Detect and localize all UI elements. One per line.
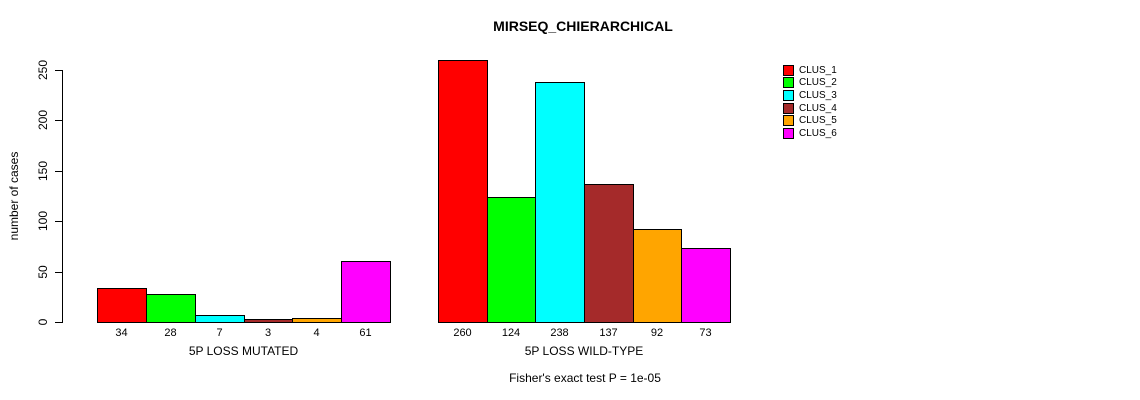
bar-value-label: 3 — [264, 327, 272, 339]
bar-clus_2-group1 — [146, 293, 196, 323]
bar-value-label: 28 — [164, 327, 177, 339]
bar-clus_3-group1 — [195, 314, 245, 323]
y-tick — [55, 322, 62, 323]
y-tick-label: 250 — [36, 59, 50, 81]
y-axis-label: number of cases — [7, 151, 21, 241]
bar-clus_3-group2 — [535, 82, 585, 323]
legend-swatch — [783, 64, 794, 76]
y-tick-label: 0 — [36, 318, 50, 326]
bar-value-label: 137 — [599, 327, 618, 339]
bar-value-label: 260 — [453, 327, 472, 339]
legend-item-clus_6: CLUS_6 — [783, 127, 837, 140]
legend-label: CLUS_2 — [799, 77, 837, 89]
legend-swatch — [783, 77, 794, 89]
legend-item-clus_5: CLUS_5 — [783, 114, 837, 127]
fisher-test-annotation: Fisher's exact test P = 1e-05 — [509, 371, 661, 385]
bar-value-label: 34 — [115, 327, 128, 339]
bar-value-label: 92 — [650, 327, 664, 339]
x-category-label: 5P LOSS WILD-TYPE — [524, 344, 644, 358]
bar-value-label: 4 — [313, 327, 320, 339]
legend-item-clus_4: CLUS_4 — [783, 102, 837, 115]
bar-value-label: 7 — [216, 327, 223, 339]
y-tick-label: 100 — [36, 211, 50, 232]
y-tick-label: 150 — [36, 160, 50, 181]
bar-value-label: 238 — [550, 327, 569, 339]
bar-clus_5-group1 — [292, 317, 342, 323]
legend-swatch — [783, 127, 794, 139]
bar-clus_4-group1 — [244, 318, 293, 323]
bar-clus_4-group2 — [584, 183, 634, 323]
bar-clus_1-group1 — [97, 287, 147, 323]
legend: CLUS_1 CLUS_2 CLUS_3 CLUS_4 CLUS_5 CLUS_6 — [783, 64, 837, 140]
legend-swatch — [783, 115, 794, 127]
bar-clus_1-group2 — [438, 59, 488, 323]
x-category-label: 5P LOSS MUTATED — [188, 344, 299, 358]
bar-clus_2-group2 — [487, 197, 536, 323]
legend-swatch — [783, 102, 794, 114]
y-axis-line — [62, 70, 63, 323]
legend-swatch — [783, 89, 794, 101]
legend-item-clus_1: CLUS_1 — [783, 64, 837, 77]
y-tick — [55, 170, 62, 172]
chart-title: MIRSEQ_CHIERARCHICAL — [493, 18, 673, 34]
y-tick-label: 200 — [36, 110, 50, 131]
y-tick — [55, 70, 62, 71]
bar-value-label: 61 — [359, 327, 372, 339]
legend-label: CLUS_1 — [799, 64, 837, 76]
legend-item-clus_2: CLUS_2 — [783, 77, 837, 90]
legend-item-clus_3: CLUS_3 — [783, 89, 837, 102]
legend-label: CLUS_3 — [799, 89, 837, 101]
bar-value-label: 73 — [699, 327, 712, 339]
y-tick — [55, 120, 62, 122]
bar-clus_6-group2 — [681, 248, 731, 323]
legend-label: CLUS_6 — [799, 127, 837, 139]
legend-label: CLUS_5 — [799, 115, 837, 127]
bar-value-label: 124 — [501, 327, 521, 339]
legend-label: CLUS_4 — [799, 102, 837, 114]
y-tick — [55, 271, 62, 273]
y-tick-label: 50 — [36, 264, 50, 279]
bar-clus_5-group2 — [633, 229, 682, 323]
y-tick — [55, 221, 62, 223]
bar-clus_6-group1 — [341, 260, 391, 323]
